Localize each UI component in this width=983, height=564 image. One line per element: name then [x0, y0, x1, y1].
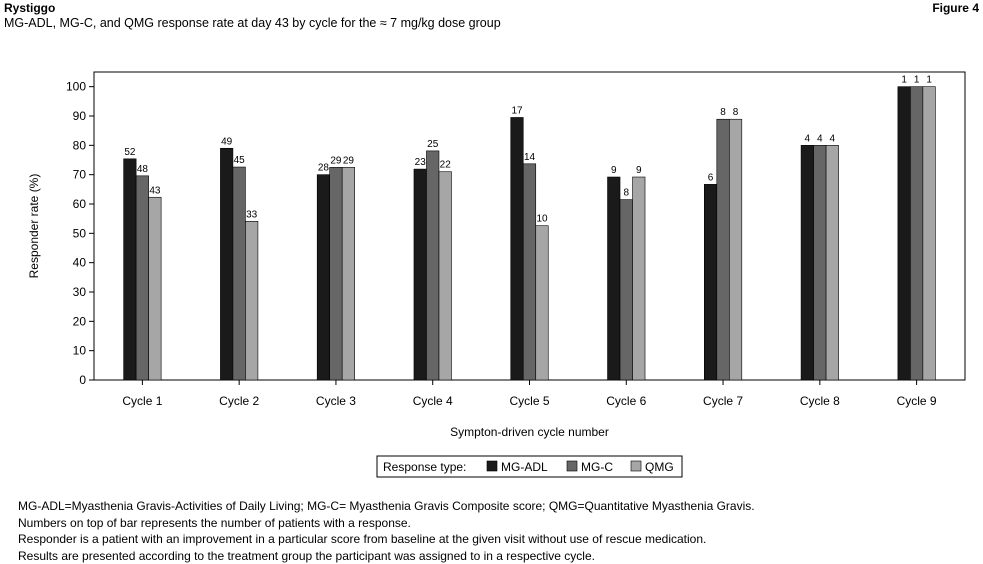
bar-qmg: [535, 225, 549, 381]
bar-qmg: [729, 118, 743, 381]
bar-mg-adl: [704, 184, 718, 381]
bar-mg-adl: [413, 168, 427, 381]
data-label: 25: [427, 139, 439, 150]
data-label: 9: [611, 165, 617, 176]
x-tick-label: Cycle 8: [800, 394, 840, 408]
y-tick-label: 60: [73, 197, 87, 211]
y-tick-label: 90: [73, 109, 87, 123]
bar-qmg: [922, 86, 936, 381]
data-label: 4: [817, 133, 823, 144]
x-axis-label: Sympton-driven cycle number: [450, 425, 609, 439]
legend-swatch: [630, 460, 642, 472]
footnote-1: MG-ADL=Myasthenia Gravis-Activities of D…: [18, 499, 755, 513]
x-tick-label: Cycle 4: [413, 394, 453, 408]
bar-qmg: [632, 176, 646, 381]
data-label: 48: [137, 164, 149, 175]
bar-mg-c: [329, 167, 343, 381]
bar-mg-c: [619, 199, 633, 381]
y-tick-label: 50: [73, 226, 87, 240]
data-label: 4: [805, 133, 811, 144]
data-label: 17: [511, 105, 523, 116]
bar-mg-c: [716, 118, 730, 381]
bar-mg-c: [232, 166, 246, 381]
data-label: 1: [926, 75, 932, 86]
y-tick-label: 70: [73, 168, 87, 182]
data-label: 22: [440, 160, 452, 171]
data-label: 9: [636, 165, 642, 176]
x-tick-label: Cycle 5: [509, 394, 549, 408]
app-title: Rystiggo: [4, 1, 56, 15]
data-label: 10: [536, 214, 548, 225]
bar-mg-adl: [510, 117, 524, 381]
chart-subtitle: MG-ADL, MG-C, and QMG response rate at d…: [4, 16, 501, 30]
data-label: 49: [221, 136, 233, 147]
x-tick-label: Cycle 3: [316, 394, 356, 408]
data-label: 43: [149, 185, 161, 196]
y-tick-label: 100: [66, 80, 86, 94]
data-label: 28: [318, 163, 330, 174]
bar-qmg: [148, 196, 162, 381]
footnote-2: Numbers on top of bar represents the num…: [18, 515, 411, 530]
data-label: 14: [524, 152, 536, 163]
bar-mg-c: [522, 163, 537, 381]
bar-qmg: [341, 167, 355, 381]
data-label: 6: [708, 172, 714, 183]
bar-mg-c: [426, 150, 440, 381]
legend-swatch: [486, 460, 498, 472]
bar-mg-adl: [800, 145, 814, 381]
data-label: 45: [234, 155, 246, 166]
bar-mg-adl: [607, 176, 621, 381]
legend-swatch: [566, 460, 578, 472]
bar-mg-adl: [220, 147, 234, 381]
footnote-3: Responder is a patient with an improveme…: [18, 532, 707, 546]
footnote-4: Results are presented according to the t…: [18, 548, 595, 563]
data-label: 1: [914, 75, 920, 86]
data-label: 1: [901, 75, 907, 86]
data-label: 4: [830, 133, 836, 144]
y-tick-label: 30: [73, 285, 87, 299]
x-tick-label: Cycle 9: [897, 394, 937, 408]
y-axis-label: Responder rate (%): [27, 174, 41, 279]
data-label: 29: [330, 155, 342, 166]
bar-chart: 0 10 20 30 40 50 60 70 80 90 100 Responder rate (%)…: [27, 71, 966, 478]
data-label: 52: [124, 147, 136, 158]
bar-mg-c: [910, 86, 924, 381]
data-label: 23: [415, 157, 427, 168]
bar-mg-c: [813, 145, 827, 381]
bar-mg-adl: [316, 174, 330, 381]
bar-qmg: [825, 145, 839, 381]
bar-mg-adl: [123, 158, 137, 381]
data-label: 8: [720, 107, 726, 118]
legend-box: [376, 455, 683, 478]
bar-qmg: [438, 171, 452, 381]
bar-mg-c: [135, 175, 149, 381]
x-tick-label: Cycle 7: [703, 394, 743, 408]
x-tick-label: Cycle 6: [606, 394, 646, 408]
bar-mg-adl: [897, 86, 911, 381]
data-label: 29: [343, 155, 355, 166]
y-tick-label: 10: [73, 344, 87, 358]
data-label: 33: [246, 209, 258, 220]
y-tick-label: 0: [79, 373, 86, 387]
footnotes: MG-ADL=Myasthenia Gravis-Activities of D…: [18, 498, 755, 564]
y-tick-label: 80: [73, 138, 87, 152]
data-label: 8: [733, 107, 739, 118]
y-tick-label: 20: [73, 314, 87, 328]
legend-item-label: QMG: [645, 460, 674, 474]
legend-item-label: MG-ADL: [501, 460, 548, 474]
figure-label: Figure 4: [932, 1, 979, 15]
legend-title: Response type:: [383, 460, 466, 474]
y-tick-label: 40: [73, 256, 87, 270]
data-label: 8: [623, 188, 629, 199]
x-tick-label: Cycle 2: [219, 394, 259, 408]
bar-qmg: [245, 221, 259, 381]
x-tick-label: Cycle 1: [122, 394, 162, 408]
legend-item-label: MG-C: [581, 460, 613, 474]
